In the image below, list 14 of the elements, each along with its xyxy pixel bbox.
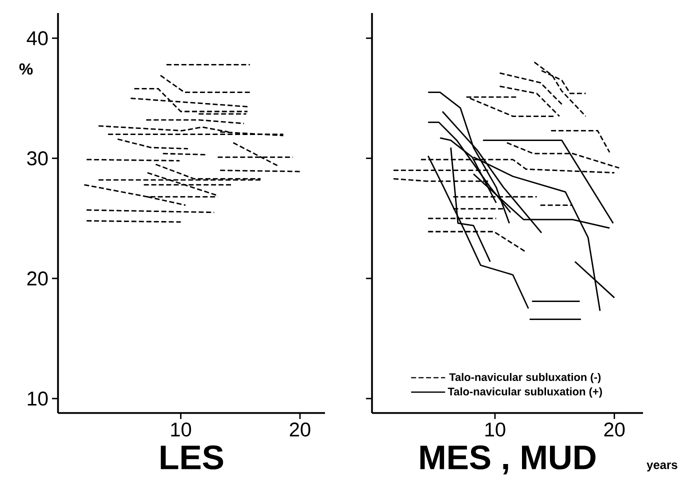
x-tick-label: 10	[485, 422, 506, 437]
legend-label: Talo-navicular subluxation (+)	[448, 387, 602, 398]
x-axis-title: MES , MUD	[420, 445, 596, 474]
x-tick-label: 10	[171, 422, 192, 437]
y-tick-label: 30	[27, 151, 48, 166]
x-tick-label: 20	[604, 422, 625, 437]
legend-label: Talo-navicular subluxation (-)	[449, 372, 601, 384]
y-tick-label: 40	[26, 31, 48, 46]
y-tick-label: 10	[28, 392, 48, 406]
y-tick-label: 20	[27, 271, 48, 286]
y-axis-title: %	[19, 63, 33, 75]
text: years	[646, 462, 678, 472]
x-axis-title: LES	[160, 445, 224, 470]
x-tick-label: 20	[290, 422, 310, 437]
